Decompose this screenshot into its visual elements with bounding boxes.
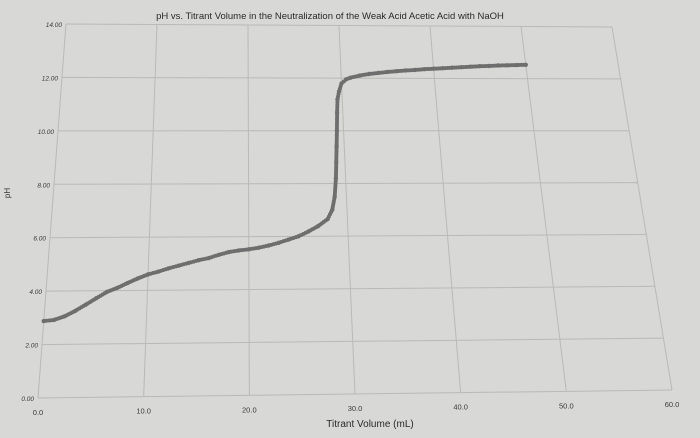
data-point-fill [429, 67, 433, 71]
data-point-fill [123, 282, 127, 286]
data-point-fill [244, 248, 248, 252]
y-tick-label: 10.00 [38, 129, 55, 136]
data-point-fill [457, 65, 461, 69]
data-point-fill [154, 270, 158, 274]
x-tick-label: 10.0 [136, 407, 151, 416]
x-tick-label: 0.0 [33, 408, 43, 417]
data-point-fill [71, 310, 75, 314]
data-point-fill [82, 304, 86, 308]
y-tick-label: 14.00 [46, 22, 63, 29]
data-point-fill [334, 163, 338, 167]
y-tick-label: 2.00 [24, 343, 38, 350]
data-point-fill [60, 315, 64, 319]
x-tick-label: 30.0 [348, 404, 363, 413]
data-point-fill [184, 262, 188, 266]
data-point-fill [264, 244, 268, 248]
data-point-fill [324, 218, 328, 222]
data-point-fill [174, 264, 178, 268]
data-point-fill [392, 69, 396, 73]
data-point-fill [355, 74, 359, 78]
y-tick-label: 0.00 [21, 396, 34, 403]
data-point-fill [374, 71, 378, 75]
data-point-fill [214, 254, 218, 258]
data-point-fill [466, 65, 470, 69]
data-point-fill [335, 131, 339, 135]
data-point-fill [334, 178, 338, 182]
y-tick-label: 6.00 [33, 236, 46, 243]
data-point-fill [335, 147, 339, 151]
data-point-fill [329, 210, 333, 214]
data-point-fill [113, 287, 117, 291]
data-point-fill [134, 277, 138, 281]
data-point-fill [448, 66, 452, 70]
data-point-fill [234, 249, 238, 253]
data-point-fill [332, 197, 336, 201]
data-point-fill [274, 241, 278, 245]
x-tick-label: 20.0 [242, 405, 257, 414]
x-tick-label: 40.0 [453, 403, 468, 412]
data-point-fill [339, 84, 343, 88]
y-tick-label: 12.00 [42, 75, 59, 82]
data-point-fill [411, 68, 415, 72]
data-point-fill [254, 246, 258, 250]
data-point-fill [164, 267, 168, 271]
data-point-fill [402, 69, 406, 73]
y-axis-label: pH [3, 188, 12, 198]
data-point-fill [503, 63, 507, 67]
data-point-fill [475, 64, 479, 68]
data-point-fill [335, 100, 339, 104]
data-point-fill [365, 72, 369, 76]
x-axis-label: Titrant Volume (mL) [326, 419, 413, 430]
data-point-fill [144, 273, 148, 277]
data-point-fill [224, 251, 228, 255]
data-point-fill [383, 70, 387, 74]
x-tick-label: 60.0 [665, 400, 680, 409]
data-point-fill [304, 231, 308, 235]
data-point-fill [337, 92, 341, 96]
data-point-fill [521, 63, 525, 67]
data-point-fill [294, 235, 298, 239]
data-point-fill [494, 64, 498, 68]
y-tick-label: 4.00 [29, 289, 42, 296]
data-point-fill [485, 64, 489, 68]
data-point-fill [50, 318, 54, 322]
data-point-fill [438, 66, 442, 70]
data-point-fill [103, 291, 107, 295]
data-point-fill [335, 113, 339, 117]
data-point-fill [204, 257, 208, 261]
data-point-fill [194, 259, 198, 263]
data-point-fill [420, 67, 424, 71]
y-tick-label: 8.00 [37, 182, 50, 189]
data-point-fill [342, 79, 346, 83]
data-point-fill [346, 77, 350, 81]
chart-title: pH vs. Titrant Volume in the Neutralizat… [156, 11, 504, 22]
x-tick-label: 50.0 [559, 401, 574, 410]
data-point-fill [512, 63, 516, 67]
data-point-fill [314, 225, 318, 229]
data-point-fill [284, 238, 288, 242]
data-point-fill [92, 297, 96, 301]
